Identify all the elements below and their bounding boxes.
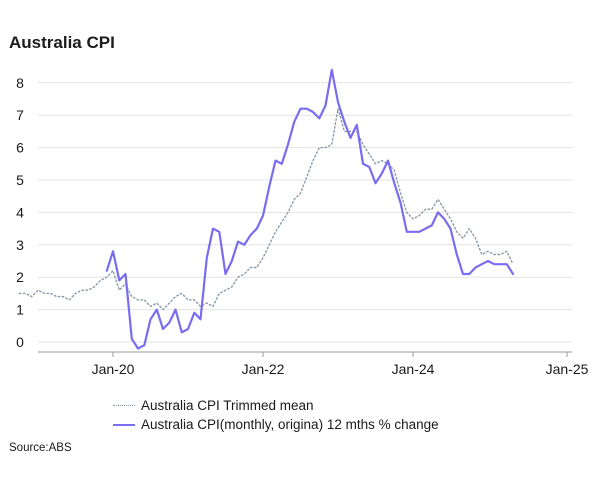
legend: Australia CPI Trimmed mean Australia CPI… <box>113 396 439 434</box>
chart-title: Australia CPI <box>9 33 115 52</box>
x-tick-label: Jan-24 <box>392 361 435 377</box>
y-tick-label: 4 <box>16 204 24 220</box>
legend-item-trimmed-mean: Australia CPI Trimmed mean <box>113 396 439 415</box>
legend-label: Australia CPI(monthly, origina) 12 mths … <box>141 417 439 432</box>
legend-label: Australia CPI Trimmed mean <box>141 398 314 413</box>
y-tick-label: 3 <box>16 237 24 253</box>
legend-swatch-solid <box>113 423 135 426</box>
y-tick-label: 8 <box>16 75 24 91</box>
y-tick-label: 7 <box>16 107 24 123</box>
x-axis: Jan-20 Jan-22 Jan-24 Jan-25 <box>38 351 589 377</box>
y-tick-label: 0 <box>16 334 24 350</box>
series-line-monthly-cpi <box>105 68 515 350</box>
y-axis: 0 1 2 3 4 5 6 7 8 <box>16 75 24 350</box>
gridlines <box>38 82 572 343</box>
series-lines <box>18 68 515 350</box>
y-tick-label: 1 <box>16 302 24 318</box>
x-tick-label: Jan-20 <box>92 361 135 377</box>
source-note: Source:ABS <box>9 442 72 454</box>
legend-swatch-dotted <box>113 405 135 406</box>
y-tick-label: 6 <box>16 140 24 156</box>
y-tick-label: 5 <box>16 172 24 188</box>
x-tick-label: Jan-22 <box>242 361 285 377</box>
series-line-trimmed-mean <box>18 107 514 311</box>
y-tick-label: 2 <box>16 269 24 285</box>
x-tick-label: Jan-25 <box>546 361 589 377</box>
legend-item-monthly-cpi: Australia CPI(monthly, origina) 12 mths … <box>113 415 439 434</box>
